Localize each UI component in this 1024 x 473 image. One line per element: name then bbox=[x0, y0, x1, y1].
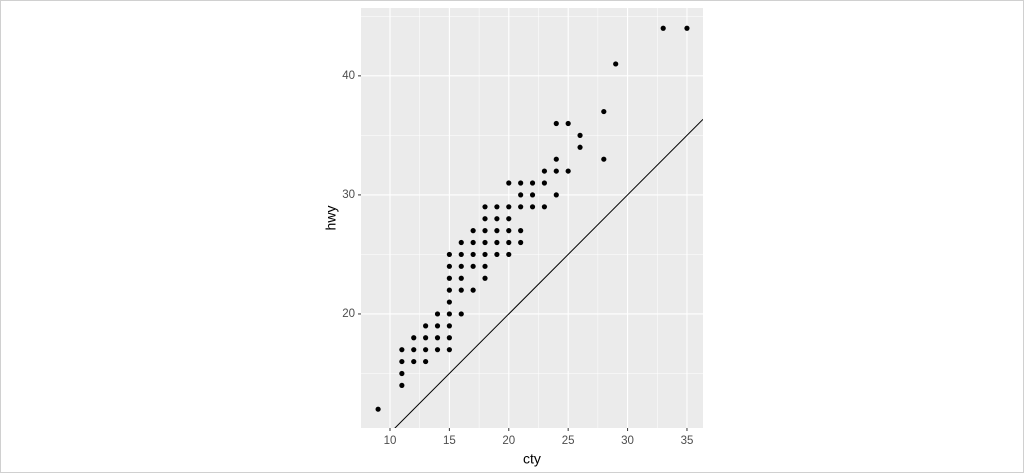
point bbox=[518, 239, 524, 246]
point bbox=[446, 323, 452, 329]
point bbox=[482, 204, 488, 210]
point bbox=[446, 311, 452, 317]
point bbox=[565, 168, 571, 174]
point bbox=[399, 358, 405, 365]
point bbox=[494, 204, 500, 210]
point bbox=[470, 263, 476, 269]
point bbox=[470, 287, 476, 293]
y-axis-title: hwy bbox=[323, 206, 339, 231]
point bbox=[518, 180, 524, 186]
point bbox=[494, 216, 500, 222]
x-tick-label: 30 bbox=[621, 435, 634, 447]
point bbox=[541, 204, 548, 210]
point bbox=[506, 180, 512, 186]
point bbox=[411, 335, 417, 341]
point bbox=[565, 120, 571, 127]
point bbox=[470, 228, 476, 234]
point bbox=[529, 180, 536, 186]
point bbox=[399, 347, 405, 353]
point bbox=[446, 347, 452, 353]
x-tick-label: 20 bbox=[502, 435, 515, 447]
point bbox=[434, 311, 441, 317]
point bbox=[434, 335, 441, 341]
point bbox=[446, 299, 452, 305]
point bbox=[518, 228, 524, 234]
x-tick-label: 10 bbox=[384, 435, 397, 447]
point bbox=[482, 216, 488, 222]
point bbox=[684, 25, 690, 31]
y-tick-label: 20 bbox=[342, 308, 355, 320]
point bbox=[577, 132, 583, 138]
point bbox=[411, 358, 417, 365]
point bbox=[518, 204, 524, 210]
point bbox=[506, 216, 512, 222]
point bbox=[423, 335, 429, 341]
point bbox=[601, 108, 607, 115]
reference-line bbox=[394, 118, 703, 428]
point bbox=[613, 61, 619, 67]
point bbox=[494, 228, 500, 234]
point bbox=[458, 287, 464, 293]
point bbox=[541, 180, 548, 186]
point bbox=[470, 251, 476, 258]
point bbox=[577, 144, 583, 150]
point bbox=[553, 168, 559, 174]
point bbox=[446, 251, 452, 258]
point bbox=[375, 406, 381, 412]
point bbox=[482, 228, 488, 234]
point bbox=[423, 323, 429, 329]
point bbox=[518, 192, 524, 198]
point bbox=[423, 347, 429, 353]
point bbox=[446, 263, 452, 269]
panel bbox=[361, 8, 703, 428]
y-tick-label: 30 bbox=[342, 189, 355, 201]
point bbox=[446, 335, 452, 341]
point bbox=[553, 120, 559, 127]
point bbox=[660, 25, 666, 31]
point bbox=[541, 168, 548, 174]
point bbox=[529, 192, 536, 198]
point bbox=[423, 358, 429, 365]
point bbox=[434, 323, 441, 329]
point bbox=[458, 239, 464, 246]
point bbox=[506, 251, 512, 258]
point bbox=[399, 382, 405, 388]
point bbox=[494, 239, 500, 246]
point bbox=[553, 192, 559, 198]
point bbox=[482, 263, 488, 269]
point bbox=[506, 239, 512, 246]
point bbox=[529, 204, 536, 210]
point bbox=[494, 251, 500, 258]
point bbox=[399, 370, 405, 377]
point bbox=[458, 251, 464, 258]
point bbox=[506, 228, 512, 234]
point bbox=[446, 275, 452, 281]
point bbox=[446, 287, 452, 293]
point bbox=[506, 204, 512, 210]
point bbox=[434, 347, 441, 353]
point bbox=[458, 263, 464, 269]
x-tick-label: 15 bbox=[443, 435, 456, 447]
x-axis-title: cty bbox=[523, 451, 541, 467]
plot-area bbox=[375, 25, 703, 428]
point bbox=[470, 239, 476, 246]
point bbox=[482, 275, 488, 281]
x-tick-label: 35 bbox=[681, 435, 694, 447]
point bbox=[482, 239, 488, 246]
point bbox=[458, 311, 464, 317]
point bbox=[411, 347, 417, 353]
x-tick-label: 25 bbox=[562, 435, 575, 447]
point bbox=[553, 156, 559, 162]
point bbox=[458, 275, 464, 281]
point bbox=[601, 156, 607, 162]
y-tick-label: 40 bbox=[342, 70, 355, 82]
point bbox=[482, 251, 488, 258]
